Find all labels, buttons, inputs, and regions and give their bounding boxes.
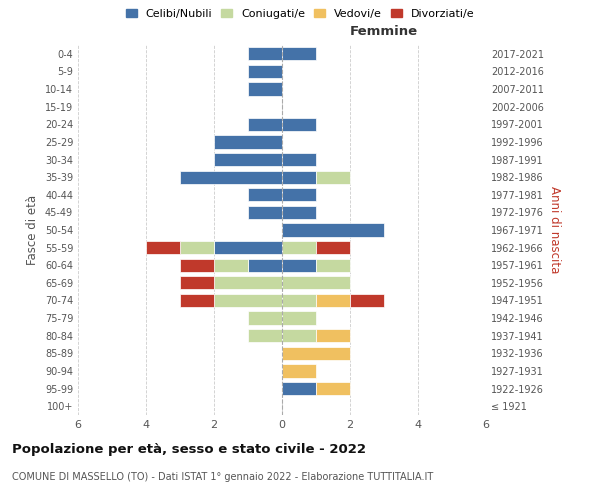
Bar — [316, 241, 350, 254]
Bar — [180, 258, 214, 272]
Bar — [146, 241, 180, 254]
Bar — [214, 136, 282, 148]
Bar — [180, 241, 214, 254]
Bar — [214, 153, 282, 166]
Bar — [214, 258, 248, 272]
Bar — [282, 258, 316, 272]
Bar — [282, 47, 316, 60]
Bar — [316, 329, 350, 342]
Text: Femmine: Femmine — [350, 24, 418, 38]
Bar — [316, 170, 350, 183]
Bar — [282, 382, 316, 395]
Bar — [248, 82, 282, 96]
Bar — [282, 329, 316, 342]
Legend: Celibi/Nubili, Coniugati/e, Vedovi/e, Divorziati/e: Celibi/Nubili, Coniugati/e, Vedovi/e, Di… — [122, 6, 478, 22]
Bar — [248, 65, 282, 78]
Bar — [214, 241, 282, 254]
Bar — [282, 294, 316, 307]
Y-axis label: Fasce di età: Fasce di età — [26, 195, 39, 265]
Bar — [282, 224, 384, 236]
Bar — [316, 382, 350, 395]
Bar — [350, 294, 384, 307]
Bar — [282, 188, 316, 202]
Bar — [282, 312, 316, 324]
Bar — [282, 153, 316, 166]
Bar — [282, 364, 316, 378]
Bar — [248, 188, 282, 202]
Y-axis label: Anni di nascita: Anni di nascita — [548, 186, 560, 274]
Bar — [316, 294, 350, 307]
Bar — [180, 294, 214, 307]
Bar — [248, 258, 282, 272]
Bar — [248, 118, 282, 131]
Bar — [282, 241, 316, 254]
Bar — [316, 258, 350, 272]
Bar — [248, 312, 282, 324]
Bar — [282, 346, 350, 360]
Bar — [282, 118, 316, 131]
Bar — [248, 206, 282, 219]
Text: Popolazione per età, sesso e stato civile - 2022: Popolazione per età, sesso e stato civil… — [12, 442, 366, 456]
Bar — [180, 276, 214, 289]
Bar — [214, 276, 282, 289]
Bar — [282, 206, 316, 219]
Bar — [248, 47, 282, 60]
Bar — [180, 170, 282, 183]
Bar — [248, 329, 282, 342]
Bar — [282, 276, 350, 289]
Bar — [282, 170, 316, 183]
Text: COMUNE DI MASSELLO (TO) - Dati ISTAT 1° gennaio 2022 - Elaborazione TUTTITALIA.I: COMUNE DI MASSELLO (TO) - Dati ISTAT 1° … — [12, 472, 433, 482]
Bar — [214, 294, 282, 307]
